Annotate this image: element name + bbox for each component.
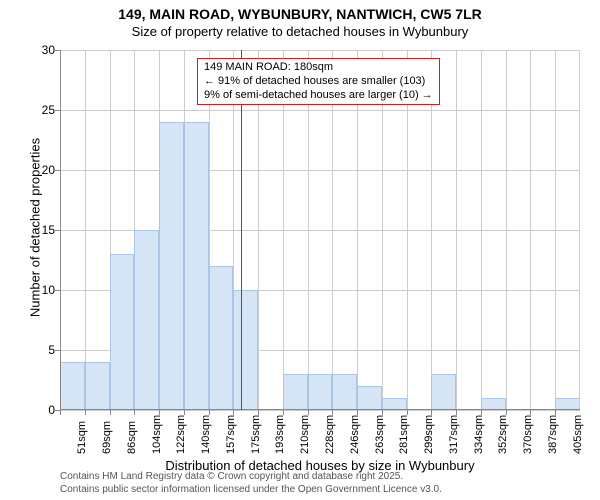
x-tick-mark — [233, 410, 234, 415]
annotation-box: 149 MAIN ROAD: 180sqm ← 91% of detached … — [197, 58, 440, 105]
histogram-bar — [431, 374, 456, 410]
y-tick-label: 0 — [25, 403, 55, 417]
x-tick-label: 51sqm — [76, 421, 88, 454]
x-tick-mark — [258, 410, 259, 415]
x-tick-label: 175sqm — [250, 415, 262, 454]
y-tick-label: 15 — [25, 223, 55, 237]
x-tick-label: 246sqm — [349, 415, 361, 454]
x-tick-mark — [85, 410, 86, 415]
x-tick-mark — [110, 410, 111, 415]
x-tick-mark — [184, 410, 185, 415]
x-tick-label: 405sqm — [572, 415, 584, 454]
footer-line-2: Contains public sector information licen… — [60, 483, 442, 496]
y-tick-mark — [55, 350, 60, 351]
x-tick-label: 122sqm — [175, 415, 187, 454]
x-tick-mark — [357, 410, 358, 415]
x-tick-label: 334sqm — [473, 415, 485, 454]
y-tick-label: 10 — [25, 283, 55, 297]
x-tick-label: 387sqm — [547, 415, 559, 454]
x-grid-line — [530, 50, 531, 410]
x-tick-label: 104sqm — [151, 415, 163, 454]
histogram-bar — [134, 230, 159, 410]
x-grid-line — [456, 50, 457, 410]
x-tick-mark — [332, 410, 333, 415]
x-tick-mark — [530, 410, 531, 415]
histogram-bar — [357, 386, 382, 410]
chart-title-line1: 149, MAIN ROAD, WYBUNBURY, NANTWICH, CW5… — [0, 6, 600, 22]
annotation-line-1: 149 MAIN ROAD: 180sqm — [204, 61, 433, 75]
histogram-bar — [209, 266, 234, 410]
y-tick-mark — [55, 170, 60, 171]
x-tick-label: 370sqm — [522, 415, 534, 454]
histogram-bar — [184, 122, 209, 410]
histogram-bar — [85, 362, 110, 410]
y-grid-line — [60, 50, 580, 51]
y-grid-line — [60, 110, 580, 111]
x-tick-mark — [60, 410, 61, 415]
y-tick-label: 25 — [25, 103, 55, 117]
x-grid-line — [85, 50, 86, 410]
annotation-line-2: ← 91% of detached houses are smaller (10… — [204, 75, 433, 89]
x-tick-mark — [506, 410, 507, 415]
x-tick-mark — [382, 410, 383, 415]
x-grid-line — [555, 50, 556, 410]
x-axis-line — [60, 409, 580, 410]
histogram-bar — [332, 374, 357, 410]
footer-attribution: Contains HM Land Registry data © Crown c… — [60, 470, 442, 496]
x-tick-mark — [308, 410, 309, 415]
x-tick-label: 299sqm — [423, 415, 435, 454]
x-tick-label: 210sqm — [299, 415, 311, 454]
y-tick-mark — [55, 50, 60, 51]
x-tick-label: 140sqm — [200, 415, 212, 454]
chart-container: 149, MAIN ROAD, WYBUNBURY, NANTWICH, CW5… — [0, 0, 600, 500]
x-tick-mark — [481, 410, 482, 415]
histogram-bar — [283, 374, 308, 410]
x-tick-mark — [431, 410, 432, 415]
x-tick-mark — [159, 410, 160, 415]
x-tick-mark — [134, 410, 135, 415]
x-grid-line — [481, 50, 482, 410]
histogram-bar — [110, 254, 135, 410]
x-grid-line — [506, 50, 507, 410]
y-tick-label: 20 — [25, 163, 55, 177]
annotation-line-3: 9% of semi-detached houses are larger (1… — [204, 89, 433, 103]
x-tick-label: 193sqm — [274, 415, 286, 454]
x-tick-label: 157sqm — [225, 415, 237, 454]
y-grid-line — [60, 410, 580, 411]
histogram-bar — [60, 362, 85, 410]
y-tick-label: 5 — [25, 343, 55, 357]
chart-title-line2: Size of property relative to detached ho… — [0, 24, 600, 39]
y-tick-mark — [55, 290, 60, 291]
x-tick-label: 281sqm — [398, 415, 410, 454]
x-tick-label: 317sqm — [448, 415, 460, 454]
histogram-bar — [308, 374, 333, 410]
y-tick-mark — [55, 110, 60, 111]
y-axis-line — [60, 50, 61, 410]
x-tick-label: 86sqm — [126, 421, 138, 454]
x-tick-mark — [456, 410, 457, 415]
x-tick-label: 69sqm — [101, 421, 113, 454]
x-tick-label: 263sqm — [374, 415, 386, 454]
footer-line-1: Contains HM Land Registry data © Crown c… — [60, 470, 442, 483]
x-tick-mark — [283, 410, 284, 415]
histogram-bar — [159, 122, 184, 410]
y-grid-line — [60, 170, 580, 171]
x-grid-line — [579, 50, 580, 410]
histogram-bar — [233, 290, 258, 410]
x-tick-mark — [407, 410, 408, 415]
y-tick-mark — [55, 230, 60, 231]
y-tick-label: 30 — [25, 43, 55, 57]
x-tick-label: 352sqm — [497, 415, 509, 454]
x-tick-mark — [209, 410, 210, 415]
x-tick-mark — [555, 410, 556, 415]
x-tick-label: 228sqm — [324, 415, 336, 454]
